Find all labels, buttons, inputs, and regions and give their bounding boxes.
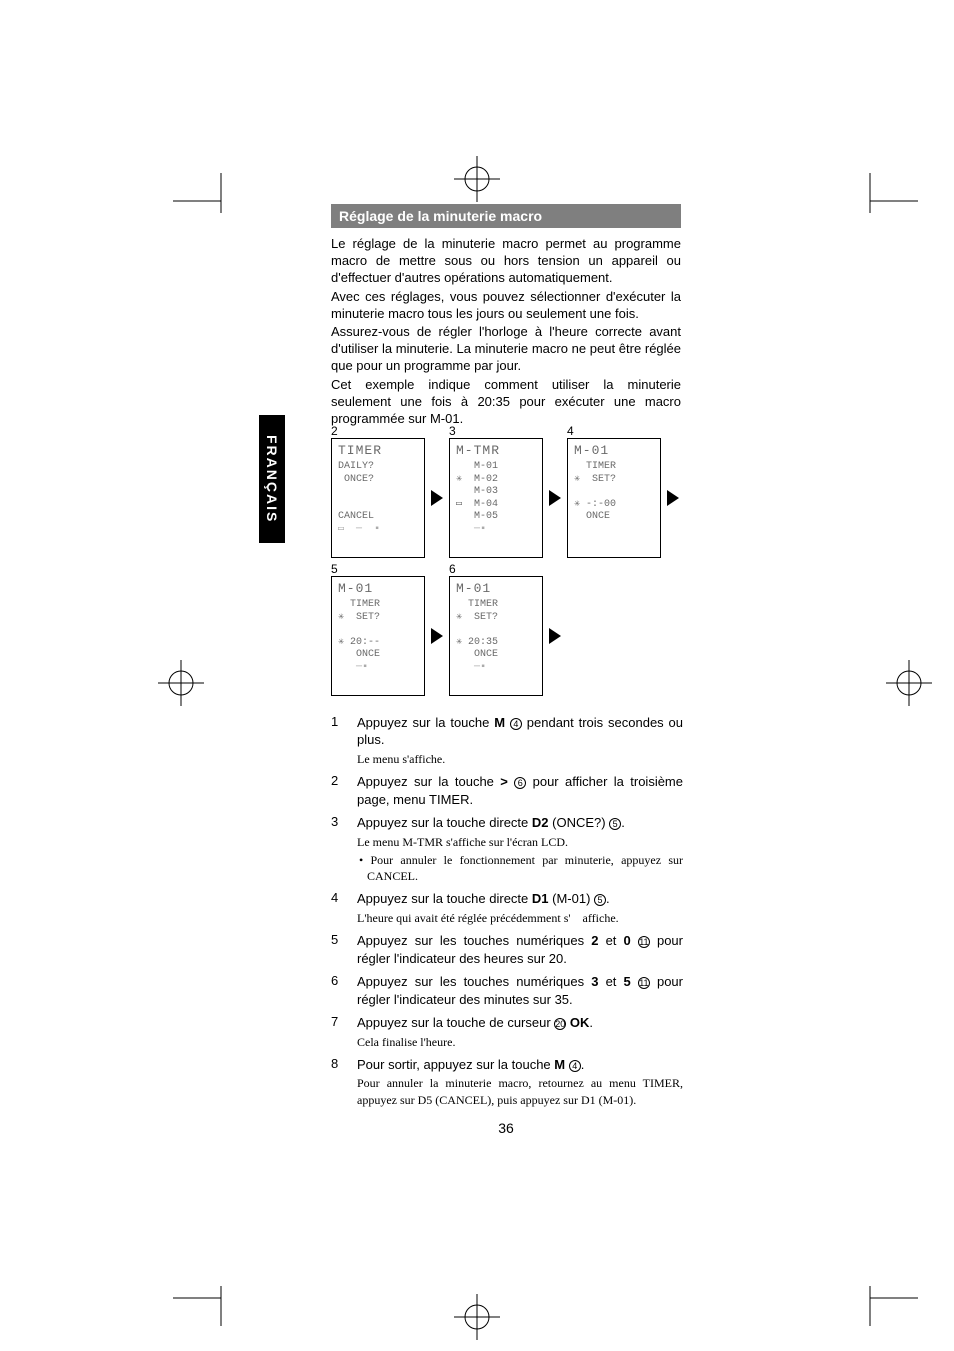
- step-number: 7: [331, 1014, 345, 1050]
- arrow-icon: [431, 628, 443, 644]
- crop-mark-top-right: [858, 173, 918, 218]
- step-number: 3: [331, 814, 345, 884]
- step-number: 8: [331, 1056, 345, 1108]
- step-number: 1: [331, 714, 345, 767]
- step-note: L'heure qui avait été réglée précédemmen…: [357, 910, 683, 926]
- step-body: Appuyez sur les touches numériques 2 et …: [357, 932, 683, 967]
- lcd-label-6: 6: [449, 562, 456, 576]
- step-4: 4 Appuyez sur la touche directe D1 (M-01)…: [331, 890, 683, 926]
- step-1: 1Appuyez sur la touche M 4 pendant trois…: [331, 714, 683, 767]
- lcd-label-2: 2: [331, 424, 338, 438]
- lcd-screen-3: M-TMR M-01 ✳ M-02 M-03 ▭ M-04 M-05 ─▪: [449, 438, 543, 558]
- registration-mark-bottom: [454, 1294, 500, 1345]
- arrow-icon: [667, 490, 679, 506]
- arrow-icon: [549, 490, 561, 506]
- crop-mark-bottom-right: [858, 1286, 918, 1331]
- step-note: Cela finalise l'heure.: [357, 1034, 683, 1050]
- registration-mark-right: [886, 660, 932, 711]
- lcd-screen-5: M-01 TIMER ✳ SET? ✳ 20:-- ONCE ─▪: [331, 576, 425, 696]
- crop-mark-bottom-left: [173, 1286, 233, 1331]
- section-title: Réglage de la minuterie macro: [339, 208, 542, 224]
- step-body: Appuyez sur les touches numériques 3 et …: [357, 973, 683, 1008]
- step-2: 2 Appuyez sur la touche > 6 pour afficher…: [331, 773, 683, 808]
- step-number: 5: [331, 932, 345, 967]
- step-3: 3Appuyez sur la touche directe D2 (ONCE?…: [331, 814, 683, 884]
- intro-p3: Assurez-vous de régler l'horloge à l'heu…: [331, 324, 681, 375]
- step-8: 8Pour sortir, appuyez sur la touche M 4.…: [331, 1056, 683, 1108]
- page-number: 36: [331, 1120, 681, 1136]
- step-body: Appuyez sur la touche > 6 pour afficher …: [357, 773, 683, 808]
- intro-p4: Cet exemple indique comment utiliser la …: [331, 377, 681, 428]
- step-number: 6: [331, 973, 345, 1008]
- lcd-row-1: 2 TIMER DAILY? ONCE? CANCEL ▭ ─ ▪ 3 M-TM…: [331, 438, 797, 558]
- page-content: Réglage de la minuterie macro Le réglage…: [219, 204, 797, 1136]
- step-bullet: • Pour annuler le fonctionnement par min…: [357, 852, 683, 884]
- step-body: Appuyez sur la touche directe D1 (M-01) …: [357, 890, 683, 926]
- steps-list: 1Appuyez sur la touche M 4 pendant trois…: [331, 714, 683, 1108]
- step-5: 5 Appuyez sur les touches numériques 2 et…: [331, 932, 683, 967]
- intro-p2: Avec ces réglages, vous pouvez sélection…: [331, 289, 681, 323]
- arrow-icon: [549, 628, 561, 644]
- step-note: Pour annuler la minuterie macro, retourn…: [357, 1075, 683, 1107]
- step-7: 7 Appuyez sur la touche de curseur 20 OK.…: [331, 1014, 683, 1050]
- step-body: Pour sortir, appuyez sur la touche M 4.P…: [357, 1056, 683, 1108]
- registration-mark-top: [454, 156, 500, 207]
- lcd-label-5: 5: [331, 562, 338, 576]
- lcd-screen-6: M-01 TIMER ✳ SET? ✳ 20:35 ONCE ─▪: [449, 576, 543, 696]
- lcd-row-2: 5 M-01 TIMER ✳ SET? ✳ 20:-- ONCE ─▪ 6 M-…: [331, 576, 797, 696]
- step-number: 2: [331, 773, 345, 808]
- step-body: Appuyez sur la touche de curseur 20 OK.C…: [357, 1014, 683, 1050]
- lcd-label-3: 3: [449, 424, 456, 438]
- step-note: Le menu M-TMR s'affiche sur l'écran LCD.: [357, 834, 683, 850]
- step-number: 4: [331, 890, 345, 926]
- intro-text: Le réglage de la minuterie macro permet …: [331, 236, 681, 428]
- registration-mark-left: [158, 660, 204, 711]
- step-note: Le menu s'affiche.: [357, 751, 683, 767]
- lcd-label-4: 4: [567, 424, 574, 438]
- step-body: Appuyez sur la touche directe D2 (ONCE?)…: [357, 814, 683, 884]
- lcd-screen-2: TIMER DAILY? ONCE? CANCEL ▭ ─ ▪: [331, 438, 425, 558]
- step-6: 6 Appuyez sur les touches numériques 3 et…: [331, 973, 683, 1008]
- lcd-screen-4: M-01 TIMER ✳ SET? ✳ -:-00 ONCE: [567, 438, 661, 558]
- step-body: Appuyez sur la touche M 4 pendant trois …: [357, 714, 683, 767]
- arrow-icon: [431, 490, 443, 506]
- section-header: Réglage de la minuterie macro: [331, 204, 681, 228]
- intro-p1: Le réglage de la minuterie macro permet …: [331, 236, 681, 287]
